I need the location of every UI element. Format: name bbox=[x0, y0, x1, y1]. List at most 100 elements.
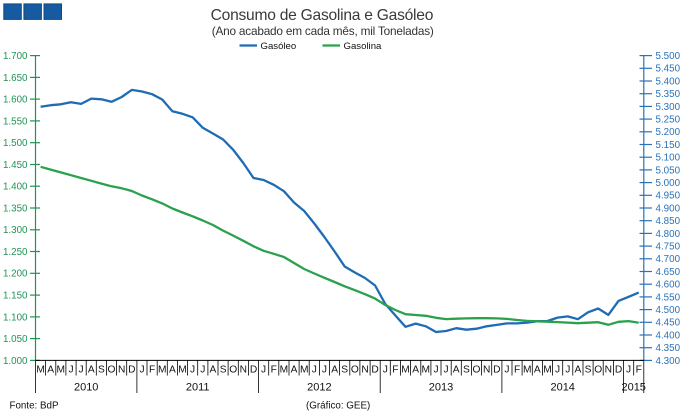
svg-text:O: O bbox=[351, 364, 359, 375]
svg-text:F: F bbox=[149, 364, 155, 375]
svg-text:M: M bbox=[36, 364, 45, 375]
svg-text:1.150: 1.150 bbox=[3, 291, 28, 302]
svg-text:A: A bbox=[169, 364, 176, 375]
svg-text:J: J bbox=[190, 364, 195, 375]
svg-text:M: M bbox=[422, 364, 431, 375]
svg-text:J: J bbox=[312, 364, 317, 375]
svg-text:J: J bbox=[555, 364, 560, 375]
svg-text:4.800: 4.800 bbox=[656, 229, 680, 240]
svg-text:(Gráfico: GEE): (Gráfico: GEE) bbox=[306, 401, 370, 412]
svg-text:J: J bbox=[626, 364, 631, 375]
svg-text:1.350: 1.350 bbox=[3, 203, 28, 214]
svg-text:M: M bbox=[523, 364, 532, 375]
svg-text:N: N bbox=[483, 364, 490, 375]
svg-text:4.450: 4.450 bbox=[656, 318, 680, 329]
svg-text:A: A bbox=[331, 364, 338, 375]
svg-text:A: A bbox=[412, 364, 419, 375]
svg-text:4.350: 4.350 bbox=[656, 343, 680, 354]
svg-text:4.950: 4.950 bbox=[656, 191, 680, 202]
svg-text:5.300: 5.300 bbox=[656, 102, 680, 113]
svg-text:J: J bbox=[68, 364, 73, 375]
svg-text:4.400: 4.400 bbox=[656, 330, 680, 341]
svg-text:J: J bbox=[322, 364, 327, 375]
svg-text:1.400: 1.400 bbox=[3, 182, 28, 193]
svg-text:M: M bbox=[178, 364, 187, 375]
svg-text:O: O bbox=[108, 364, 116, 375]
svg-text:F: F bbox=[514, 364, 520, 375]
svg-text:1.250: 1.250 bbox=[3, 247, 28, 258]
svg-text:2011: 2011 bbox=[186, 382, 210, 394]
svg-text:1.650: 1.650 bbox=[3, 73, 28, 84]
svg-text:M: M bbox=[280, 364, 289, 375]
svg-text:5.100: 5.100 bbox=[656, 153, 680, 164]
svg-text:J: J bbox=[433, 364, 438, 375]
svg-text:2015: 2015 bbox=[621, 382, 645, 394]
svg-text:4.650: 4.650 bbox=[656, 267, 680, 278]
svg-text:D: D bbox=[371, 364, 378, 375]
svg-text:O: O bbox=[473, 364, 481, 375]
svg-text:1.500: 1.500 bbox=[3, 138, 28, 149]
svg-text:A: A bbox=[47, 364, 54, 375]
svg-text:O: O bbox=[229, 364, 237, 375]
svg-text:4.600: 4.600 bbox=[656, 280, 680, 291]
svg-text:S: S bbox=[220, 364, 227, 375]
svg-text:A: A bbox=[453, 364, 460, 375]
svg-text:1.000: 1.000 bbox=[3, 356, 28, 367]
svg-text:1.100: 1.100 bbox=[3, 312, 28, 323]
svg-text:J: J bbox=[383, 364, 388, 375]
svg-text:5.200: 5.200 bbox=[656, 127, 680, 138]
svg-text:J: J bbox=[565, 364, 570, 375]
svg-text:1.600: 1.600 bbox=[3, 95, 28, 106]
svg-text:2013: 2013 bbox=[429, 382, 453, 394]
svg-text:1.200: 1.200 bbox=[3, 269, 28, 280]
svg-text:A: A bbox=[291, 364, 298, 375]
svg-text:4.900: 4.900 bbox=[656, 203, 680, 214]
svg-text:4.300: 4.300 bbox=[656, 356, 680, 367]
svg-text:2012: 2012 bbox=[307, 382, 331, 394]
svg-text:M: M bbox=[57, 364, 66, 375]
svg-text:2010: 2010 bbox=[74, 382, 98, 394]
svg-text:D: D bbox=[128, 364, 135, 375]
svg-text:N: N bbox=[605, 364, 612, 375]
svg-text:S: S bbox=[341, 364, 348, 375]
svg-text:Gasolina: Gasolina bbox=[344, 41, 383, 52]
svg-text:5.450: 5.450 bbox=[656, 64, 680, 75]
svg-text:1.700: 1.700 bbox=[3, 51, 28, 62]
svg-text:1.450: 1.450 bbox=[3, 160, 28, 171]
svg-text:D: D bbox=[493, 364, 500, 375]
svg-text:5.150: 5.150 bbox=[656, 140, 680, 151]
svg-text:4.500: 4.500 bbox=[656, 305, 680, 316]
svg-text:J: J bbox=[200, 364, 205, 375]
svg-text:F: F bbox=[636, 364, 642, 375]
svg-text:A: A bbox=[534, 364, 541, 375]
svg-text:A: A bbox=[575, 364, 582, 375]
svg-text:1.050: 1.050 bbox=[3, 334, 28, 345]
svg-text:F: F bbox=[392, 364, 398, 375]
svg-text:J: J bbox=[79, 364, 84, 375]
svg-text:S: S bbox=[98, 364, 105, 375]
svg-text:(Ano acabado em cada mês, mil: (Ano acabado em cada mês, mil Toneladas) bbox=[212, 24, 434, 38]
svg-text:F: F bbox=[271, 364, 277, 375]
svg-text:Consumo de Gasolina e Gasóleo: Consumo de Gasolina e Gasóleo bbox=[211, 7, 434, 24]
svg-text:S: S bbox=[585, 364, 592, 375]
svg-text:1.550: 1.550 bbox=[3, 116, 28, 127]
svg-text:M: M bbox=[543, 364, 552, 375]
svg-text:5.050: 5.050 bbox=[656, 165, 680, 176]
svg-text:J: J bbox=[444, 364, 449, 375]
svg-text:J: J bbox=[504, 364, 509, 375]
svg-text:4.750: 4.750 bbox=[656, 242, 680, 253]
svg-text:S: S bbox=[463, 364, 470, 375]
svg-text:5.350: 5.350 bbox=[656, 89, 680, 100]
svg-text:J: J bbox=[139, 364, 144, 375]
svg-text:4.700: 4.700 bbox=[656, 254, 680, 265]
svg-text:N: N bbox=[361, 364, 368, 375]
svg-text:5.500: 5.500 bbox=[656, 51, 680, 62]
svg-text:1.300: 1.300 bbox=[3, 225, 28, 236]
svg-text:5.250: 5.250 bbox=[656, 115, 680, 126]
svg-text:M: M bbox=[401, 364, 410, 375]
svg-text:J: J bbox=[261, 364, 266, 375]
svg-text:O: O bbox=[594, 364, 602, 375]
svg-text:D: D bbox=[250, 364, 257, 375]
svg-text:5.400: 5.400 bbox=[656, 76, 680, 87]
svg-text:M: M bbox=[300, 364, 309, 375]
